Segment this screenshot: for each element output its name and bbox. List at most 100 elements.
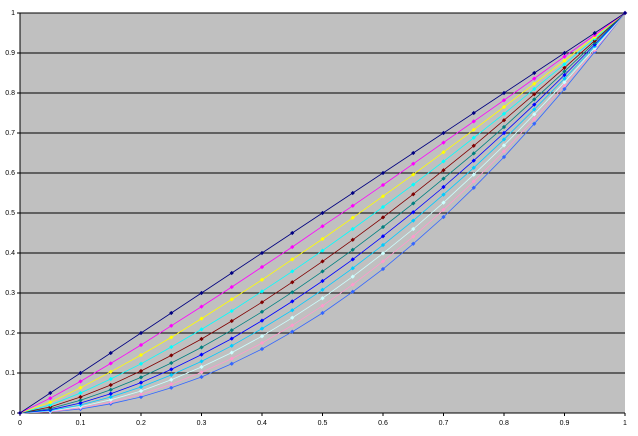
data-point (259, 277, 265, 282)
data-point (350, 274, 355, 279)
data-point (290, 323, 295, 328)
data-point (350, 247, 355, 252)
x-tick-label: 0.4 (257, 420, 267, 427)
data-point (290, 290, 295, 295)
data-point (290, 257, 295, 262)
data-point (259, 250, 265, 256)
data-point (350, 266, 355, 271)
data-point (501, 143, 507, 148)
data-point (471, 127, 476, 132)
y-tick-label: 0.2 (5, 330, 15, 337)
data-point (411, 218, 416, 223)
data-point (411, 226, 416, 232)
data-point (229, 318, 234, 324)
data-point (259, 300, 265, 305)
data-point (441, 214, 446, 220)
data-point (350, 282, 355, 287)
data-point (169, 353, 174, 358)
data-point (229, 343, 234, 348)
data-point (259, 326, 265, 331)
data-point (199, 345, 204, 350)
data-point (199, 290, 204, 296)
data-point (320, 278, 325, 284)
data-point (350, 203, 355, 208)
x-tick-label: 0.8 (499, 420, 509, 427)
data-point (259, 318, 265, 323)
data-point (199, 304, 204, 309)
data-point (441, 176, 446, 181)
data-point (199, 336, 204, 342)
data-point (320, 259, 325, 264)
data-point (411, 241, 416, 246)
x-tick-label: 0.7 (439, 420, 449, 427)
data-point (290, 329, 295, 334)
data-point (259, 340, 265, 346)
data-point (320, 248, 325, 253)
data-point (199, 364, 204, 370)
data-point (290, 244, 295, 250)
data-point (380, 170, 386, 176)
data-point (229, 270, 234, 276)
data-point (169, 344, 174, 350)
y-tick-label: 0.9 (5, 50, 15, 57)
data-point (441, 192, 446, 197)
data-point (138, 392, 144, 397)
data-point (471, 143, 476, 148)
y-tick-label: 0.3 (5, 290, 15, 297)
y-tick-label: 0.4 (5, 250, 15, 257)
y-tick-label: 0.8 (5, 90, 15, 97)
data-point (441, 159, 446, 164)
data-point (138, 361, 144, 366)
data-point (471, 158, 476, 163)
data-point (229, 350, 234, 355)
data-point (199, 374, 204, 380)
data-point (259, 289, 265, 294)
data-point (169, 323, 174, 328)
data-point (290, 299, 295, 304)
data-point (199, 359, 204, 364)
data-point (229, 308, 234, 314)
data-point (169, 382, 174, 387)
data-point (229, 297, 234, 302)
data-point (441, 207, 446, 212)
data-point (229, 356, 234, 361)
data-point (350, 237, 355, 242)
data-point (138, 380, 144, 385)
y-tick-label: 0.5 (5, 210, 15, 217)
data-point (471, 172, 476, 177)
data-point (138, 394, 144, 400)
data-point (411, 161, 416, 166)
data-point (350, 257, 355, 262)
data-point (229, 328, 234, 333)
data-point (441, 140, 446, 145)
y-tick-label: 1 (11, 10, 15, 17)
data-point (290, 230, 295, 236)
data-point (138, 330, 144, 336)
data-point (320, 236, 325, 242)
data-point (320, 210, 325, 216)
data-point (199, 370, 204, 375)
x-tick-label: 0.1 (76, 420, 86, 427)
data-point (411, 182, 416, 187)
data-point (471, 179, 476, 184)
data-point (138, 342, 144, 348)
y-tick-label: 0 (11, 410, 15, 417)
data-point (259, 264, 265, 270)
data-point (411, 210, 416, 215)
data-point (380, 234, 386, 239)
y-tick-label: 0.7 (5, 130, 15, 137)
data-point (501, 130, 507, 136)
data-point (290, 269, 295, 274)
data-point (290, 308, 295, 313)
data-point (169, 310, 174, 316)
data-point (350, 289, 355, 294)
data-point (169, 335, 174, 340)
y-tick-label: 0.1 (5, 370, 15, 377)
data-point (320, 287, 325, 292)
data-point (199, 316, 204, 321)
data-point (471, 165, 476, 170)
x-tick-label: 0.2 (136, 420, 146, 427)
data-point (411, 150, 416, 156)
data-point (320, 303, 325, 308)
